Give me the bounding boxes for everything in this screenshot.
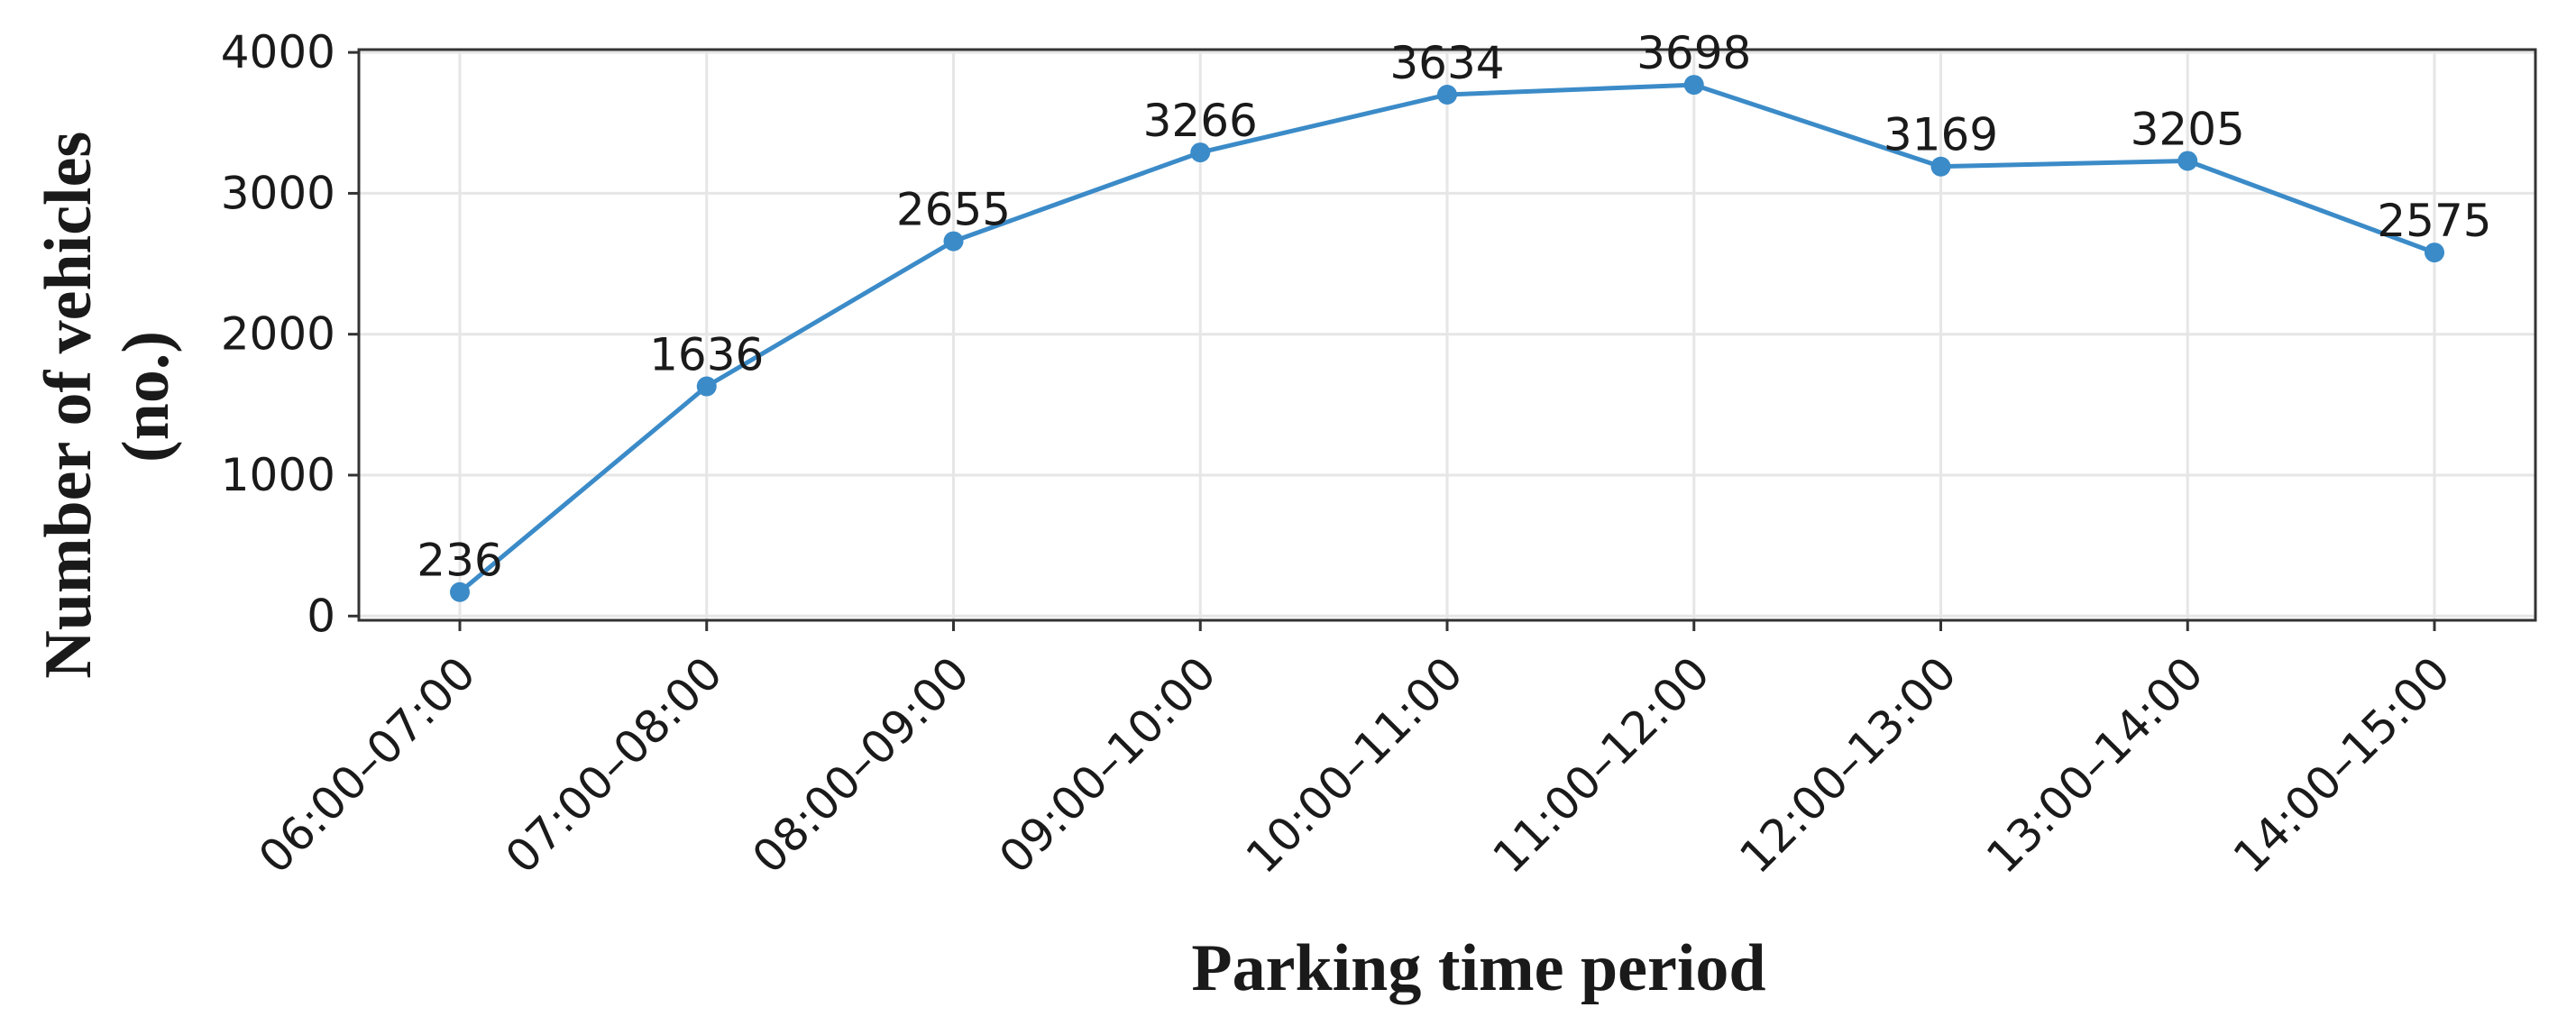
- x-tick-label: 14:00–15:00: [2223, 646, 2460, 883]
- x-axis-title: Parking time period: [1191, 931, 1765, 1005]
- y-axis-title: Number of vehicles (no.): [32, 114, 183, 679]
- data-point: [1683, 75, 1704, 96]
- y-tick-label: 0: [307, 590, 335, 642]
- data-point: [450, 582, 470, 602]
- x-tick-label: 07:00–08:00: [496, 646, 732, 883]
- data-label: 3205: [2131, 103, 2245, 155]
- data-points: [450, 75, 2444, 602]
- data-label: 3698: [1636, 27, 1751, 79]
- x-axis-tick-labels: 06:00–07:00 07:00–08:00 08:00–09:00 09:00–1…: [249, 646, 2460, 883]
- y-axis-title-line-1: Number of vehicles: [32, 132, 105, 679]
- data-point: [1190, 142, 1211, 163]
- data-label: 1636: [649, 329, 764, 381]
- x-tick-label: 11:00–12:00: [1483, 646, 1719, 883]
- data-label: 3634: [1389, 37, 1504, 89]
- x-tick-label: 08:00–09:00: [743, 646, 979, 883]
- x-tick-label: 09:00–10:00: [989, 646, 1225, 883]
- y-axis-title-line-2: (no.): [109, 331, 183, 463]
- gridlines: [359, 50, 2535, 620]
- data-point: [696, 376, 717, 397]
- data-label: 3169: [1884, 109, 1998, 161]
- x-tick-label: 12:00–13:00: [1730, 646, 1966, 883]
- data-point: [1930, 156, 1951, 177]
- data-label: 3266: [1143, 95, 1258, 147]
- x-tick-label: 13:00–14:00: [1976, 646, 2213, 883]
- data-point: [2177, 151, 2198, 171]
- y-tick-label: 1000: [221, 449, 335, 501]
- data-point: [2425, 243, 2444, 263]
- data-label: 236: [417, 535, 502, 587]
- data-label: 2575: [2377, 195, 2491, 247]
- data-point: [943, 231, 964, 252]
- x-tick-label: 06:00–07:00: [249, 646, 485, 883]
- data-labels: 236 1636 2655 3266 3634 3698 3169 3205 2575: [417, 27, 2491, 587]
- x-tick-label: 10:00–11:00: [1236, 646, 1472, 883]
- y-tick-label: 4000: [221, 26, 335, 78]
- axis-ticks: [348, 50, 2436, 631]
- data-point: [1437, 85, 1457, 105]
- y-tick-label: 3000: [221, 167, 335, 219]
- y-axis-tick-labels: 0 1000 2000 3000 4000: [221, 26, 335, 642]
- data-label: 2655: [896, 184, 1011, 236]
- y-tick-label: 2000: [221, 308, 335, 361]
